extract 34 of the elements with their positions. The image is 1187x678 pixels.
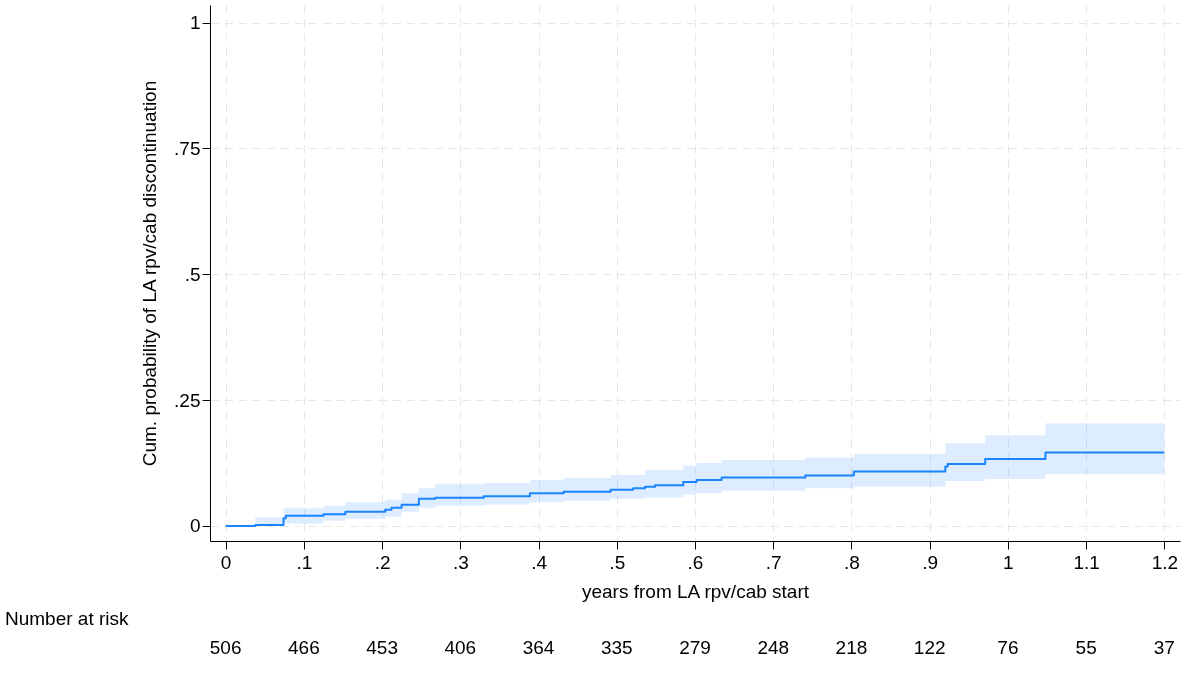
x-tick-label: 0	[220, 551, 232, 573]
x-tick-label: .9	[922, 551, 939, 573]
x-tick-label: .6	[687, 551, 704, 573]
text: 506	[209, 637, 242, 658]
y-axis-title: Cum. probability of LA rpv/cab discontinuation	[139, 80, 161, 467]
x-tick-label: .5	[609, 551, 626, 573]
text: 55	[1075, 637, 1097, 658]
text: 335	[600, 637, 633, 658]
text: 76	[997, 637, 1019, 658]
y-tick-label: .5	[184, 263, 201, 285]
text: 37	[1153, 637, 1175, 658]
text: 466	[288, 637, 320, 658]
y-tick-label: 0	[189, 515, 201, 537]
text: 218	[835, 637, 868, 658]
text: 279	[679, 637, 711, 658]
text: 122	[913, 637, 946, 658]
x-tick-label: .4	[531, 551, 548, 573]
text: 453	[366, 637, 398, 658]
y-tick-label: .75	[174, 137, 201, 159]
x-tick-label: .2	[374, 551, 391, 573]
x-tick-label: 1.2	[1151, 551, 1179, 573]
x-axis-title: years from LA rpv/cab start	[581, 580, 810, 602]
y-tick-label: 1	[189, 12, 201, 34]
x-tick-label: 1	[1003, 551, 1014, 573]
text: Number at risk	[5, 608, 130, 629]
x-tick-label: 1.1	[1073, 551, 1100, 573]
y-tick-label: .25	[174, 389, 201, 411]
text: 406	[444, 637, 477, 658]
text: 364	[522, 637, 555, 658]
text: 248	[757, 637, 790, 658]
x-tick-label: .1	[296, 551, 313, 573]
x-tick-label: .7	[765, 551, 782, 573]
x-tick-label: .3	[452, 551, 469, 573]
x-tick-label: .8	[844, 551, 860, 573]
